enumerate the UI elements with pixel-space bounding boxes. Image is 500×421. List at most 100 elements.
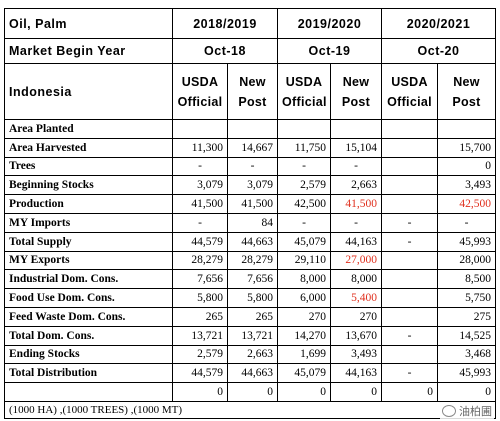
table-row: Industrial Dom. Cons. 7,656 7,656 8,000 8,00… xyxy=(4,269,496,290)
table-cell: 270 xyxy=(330,306,382,327)
table-row: Total Supply 44,579 44,663 45,079 44,163-45,… xyxy=(4,231,496,252)
table-cell: 265 xyxy=(227,306,278,327)
table-cell: 0 xyxy=(330,382,382,402)
table-cell: 41,500 xyxy=(227,194,278,214)
table-cell: 11,300 xyxy=(172,137,228,158)
watermark: 油柏圃 xyxy=(440,403,494,419)
table-cell: 28,279 xyxy=(227,250,278,271)
table-cell: 5,750 xyxy=(437,288,496,308)
col-header-post-3: New Post xyxy=(437,63,496,120)
table-cell xyxy=(330,119,382,139)
units-note-row: (1000 HA) ,(1000 TREES) ,(1000 MT) xyxy=(4,400,496,419)
table-cell: - xyxy=(381,325,438,346)
market-begin-2: Oct-19 xyxy=(277,38,382,64)
table-cell: 28,279 xyxy=(172,250,228,271)
table-row: Beginning Stocks 3,079 3,079 2,579 2,663 3,49… xyxy=(4,175,496,196)
table-cell xyxy=(381,344,438,365)
table-cell: 13,721 xyxy=(172,325,228,346)
table-cell: 45,993 xyxy=(437,363,496,384)
table-cell: 1,699 xyxy=(277,344,331,365)
table-cell xyxy=(381,119,438,139)
table-cell: 2,579 xyxy=(172,344,228,365)
table-row: Total Dom. Cons. 13,721 13,721 14,270 13,670… xyxy=(4,325,496,346)
psd-table-container: Oil, Palm 2018/2019 2019/2020 2020/2021 … xyxy=(4,8,496,419)
table-cell xyxy=(381,156,438,177)
table-cell: - xyxy=(437,212,496,233)
units-note: (1000 HA) ,(1000 TREES) ,(1000 MT) xyxy=(4,400,496,419)
header-row-years: Oil, Palm 2018/2019 2019/2020 2020/2021 xyxy=(4,8,496,39)
table-cell xyxy=(381,137,438,158)
col-header-post-2: New Post xyxy=(330,63,382,120)
table-cell: 41,500 xyxy=(330,194,382,214)
table-row: Food Use Dom. Cons. 5,800 5,800 6,000 5,400 5… xyxy=(4,288,496,308)
row-label: MY Exports xyxy=(4,250,173,271)
table-cell: 14,667 xyxy=(227,137,278,158)
year-header-1: 2018/2019 xyxy=(172,8,278,39)
table-cell: 41,500 xyxy=(172,194,228,214)
table-cell: - xyxy=(172,156,228,177)
table-cell: 13,721 xyxy=(227,325,278,346)
table-cell: 3,493 xyxy=(330,344,382,365)
table-cell: 6,000 xyxy=(277,288,331,308)
table-cell: - xyxy=(381,212,438,233)
table-row: Ending Stocks 2,579 2,663 1,699 3,493 3,468 xyxy=(4,344,496,365)
chat-bubble-icon xyxy=(442,405,456,417)
table-cell xyxy=(172,119,228,139)
table-cell: 0 xyxy=(227,382,278,402)
header-row-country: Indonesia USDA Official New Post USDA Offic… xyxy=(4,63,496,120)
table-cell: - xyxy=(381,363,438,384)
table-cell: 3,079 xyxy=(227,175,278,196)
table-cell: 7,656 xyxy=(227,269,278,290)
table-cell xyxy=(227,119,278,139)
table-cell: 45,079 xyxy=(277,363,331,384)
table-row: Feed Waste Dom. Cons. 265 265 270 270 275 xyxy=(4,306,496,327)
table-cell: 8,000 xyxy=(330,269,382,290)
table-cell xyxy=(381,175,438,196)
table-cell: 11,750 xyxy=(277,137,331,158)
table-cell: 8,500 xyxy=(437,269,496,290)
row-label: Total Supply xyxy=(4,231,173,252)
table-cell: - xyxy=(330,156,382,177)
table-cell: 2,663 xyxy=(227,344,278,365)
table-cell xyxy=(381,250,438,271)
table-cell: 275 xyxy=(437,306,496,327)
table-cell: 3,493 xyxy=(437,175,496,196)
table-cell: 5,400 xyxy=(330,288,382,308)
table-cell: - xyxy=(227,156,278,177)
col-header-usda-1: USDA Official xyxy=(172,63,228,120)
table-cell: 45,993 xyxy=(437,231,496,252)
table-cell: 270 xyxy=(277,306,331,327)
row-label: Feed Waste Dom. Cons. xyxy=(4,306,173,327)
commodity-label: Oil, Palm xyxy=(4,8,173,39)
row-label: Ending Stocks xyxy=(4,344,173,365)
table-cell: 15,104 xyxy=(330,137,382,158)
row-label: Beginning Stocks xyxy=(4,175,173,196)
table-cell: - xyxy=(381,231,438,252)
table-cell: 45,079 xyxy=(277,231,331,252)
table-cell: 13,670 xyxy=(330,325,382,346)
row-label: Food Use Dom. Cons. xyxy=(4,288,173,308)
row-label: Area Planted xyxy=(4,119,173,139)
table-row: Area Harvested 11,300 14,667 11,750 15,104 15… xyxy=(4,137,496,158)
table-row: Area Planted xyxy=(4,119,496,139)
table-cell: 2,663 xyxy=(330,175,382,196)
table-cell: 44,663 xyxy=(227,231,278,252)
table-cell: 15,700 xyxy=(437,137,496,158)
table-cell: - xyxy=(172,212,228,233)
table-cell: 5,800 xyxy=(227,288,278,308)
table-cell xyxy=(277,119,331,139)
table-cell: 44,579 xyxy=(172,363,228,384)
row-label: Production xyxy=(4,194,173,214)
table-cell: 44,579 xyxy=(172,231,228,252)
table-cell: 44,163 xyxy=(330,363,382,384)
row-label: Trees xyxy=(4,156,173,177)
country-label: Indonesia xyxy=(4,63,173,120)
table-cell: 28,000 xyxy=(437,250,496,271)
table-cell: 14,525 xyxy=(437,325,496,346)
header-row-market-begin: Market Begin Year Oct-18 Oct-19 Oct-20 xyxy=(4,38,496,64)
table-cell: 8,000 xyxy=(277,269,331,290)
table-cell: 42,500 xyxy=(437,194,496,214)
table-row: Trees - - - -0 xyxy=(4,156,496,177)
data-rows: Area Planted Area Harvested 11,300 14,667 11… xyxy=(4,119,496,402)
